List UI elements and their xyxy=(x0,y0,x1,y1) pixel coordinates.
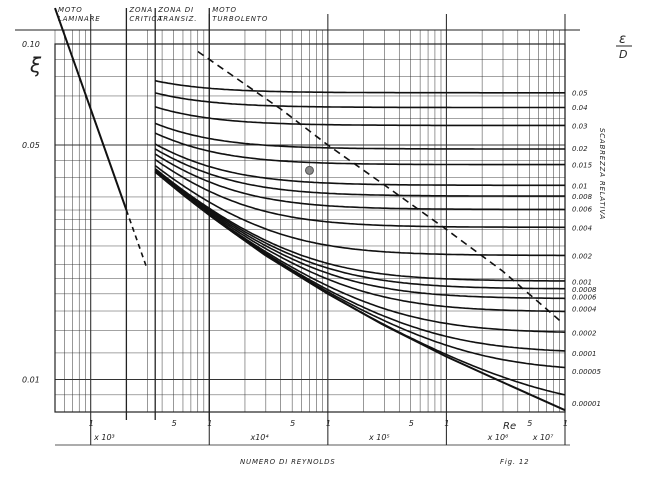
x-tick-label: 5 xyxy=(409,419,414,428)
roughness-label: 0.008 xyxy=(572,193,593,201)
roughness-label: 0.00005 xyxy=(572,368,601,376)
zone-label: ZONA xyxy=(128,6,153,14)
roughness-curve xyxy=(154,143,565,187)
roughness-label: 0.05 xyxy=(572,90,588,98)
x-tick-label: 1 xyxy=(207,419,212,428)
decade-multiplier-label: x 10⁵ xyxy=(368,433,390,442)
x-tick-label: 1 xyxy=(444,419,449,428)
roughness-curve xyxy=(154,171,566,352)
roughness-label: 0.03 xyxy=(572,122,588,130)
roughness-curve xyxy=(154,122,565,150)
roughness-label: 0.015 xyxy=(572,161,593,169)
roughness-curve xyxy=(155,79,565,94)
complete-turbulence-boundary xyxy=(197,50,561,322)
friction-curves xyxy=(54,7,566,412)
x-tick-label: 5 xyxy=(527,419,532,428)
x-tick-label: 1 xyxy=(563,419,568,428)
decade-multiplier-label: x 10⁶ xyxy=(487,433,509,442)
roughness-label: 0.01 xyxy=(572,182,588,190)
zone-label: LAMINARE xyxy=(58,15,101,23)
roughness-label: 0.0008 xyxy=(572,286,597,294)
laminar-flow-line xyxy=(54,7,128,211)
roughness-label: 0.00001 xyxy=(572,400,601,408)
zone-label: TRANSIZ. xyxy=(158,15,197,23)
y-tick-label: 0.01 xyxy=(22,375,40,384)
roughness-label: 0.004 xyxy=(572,224,592,232)
x-tick-label: 5 xyxy=(290,419,295,428)
roughness-curve xyxy=(154,153,566,211)
roughness-curve xyxy=(154,158,565,229)
roughness-curve xyxy=(154,168,565,282)
roughness-label: 0.0006 xyxy=(572,293,597,301)
decade-multiplier-label: x10⁴ xyxy=(249,433,269,442)
y-tick-label: 0.05 xyxy=(22,141,40,150)
decade-multiplier-label: x 10³ xyxy=(93,433,115,442)
roughness-label: 0.0001 xyxy=(572,350,597,358)
roughness-label: 0.001 xyxy=(572,278,592,286)
roughness-curve xyxy=(154,168,565,290)
y-axis-symbol: ξ xyxy=(29,53,42,77)
roughness-curve xyxy=(154,132,565,166)
y-tick-label: 0.10 xyxy=(22,40,40,49)
smooth-pipe-curve xyxy=(154,171,566,412)
roughness-label: 0.02 xyxy=(572,145,588,153)
laminar-extension-dashed xyxy=(125,209,149,270)
figure-label: Fig. 12 xyxy=(500,458,529,466)
x-tick-label: 1 xyxy=(326,419,331,428)
roughness-curve xyxy=(154,170,565,313)
roughness-label: 0.006 xyxy=(572,206,593,214)
roughness-curve xyxy=(154,171,566,369)
roughness-curve xyxy=(154,164,565,257)
reynolds-symbol: Re xyxy=(503,421,516,432)
grid xyxy=(15,14,580,446)
roughness-label: 0.0002 xyxy=(572,330,597,338)
x-axis-title: NUMERO DI REYNOLDS xyxy=(240,458,336,466)
zone-label: ZONA DI xyxy=(157,6,194,14)
roughness-curve xyxy=(155,92,565,109)
x-tick-label: 5 xyxy=(172,419,177,428)
roughness-symbol-top: ε xyxy=(619,32,626,47)
decade-multiplier-label: x 10⁷ xyxy=(532,433,554,442)
roughness-label: 0.0004 xyxy=(572,305,597,313)
zone-label: CRITICA xyxy=(129,15,162,23)
secondary-axis-title: SCABREZZA RELATIVA xyxy=(598,128,606,220)
zone-label: TURBOLENTO xyxy=(212,15,268,23)
zone-label: MOTO xyxy=(212,6,237,14)
axis-labels: 0.050.040.030.020.0150.010.0080.0060.004… xyxy=(22,40,601,442)
roughness-label: 0.04 xyxy=(572,104,588,112)
zone-label: MOTO xyxy=(58,6,83,14)
roughness-curve xyxy=(154,106,565,127)
roughness-curve xyxy=(154,148,565,197)
example-point xyxy=(304,165,314,175)
roughness-curve xyxy=(154,169,566,300)
roughness-symbol-bottom: D xyxy=(619,48,627,61)
x-tick-label: 1 xyxy=(89,419,94,428)
roughness-label: 0.002 xyxy=(572,253,593,261)
